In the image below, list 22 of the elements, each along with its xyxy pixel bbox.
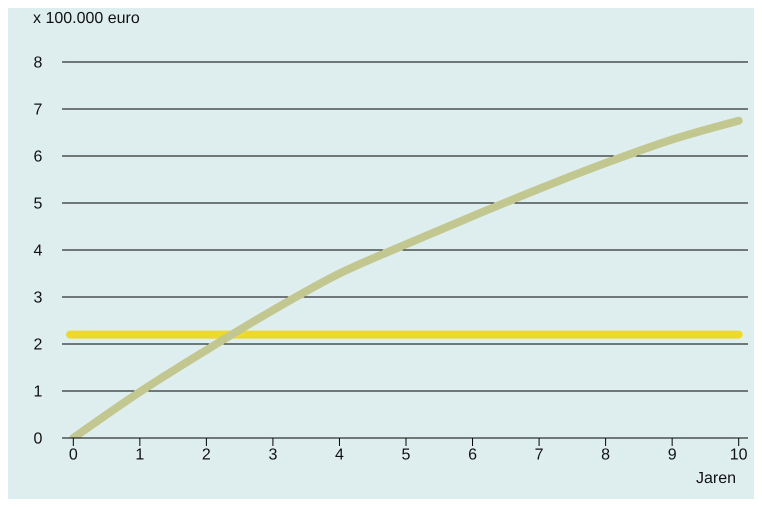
- y-tick-label: 8: [34, 54, 43, 72]
- y-tick-label: 7: [34, 102, 43, 119]
- x-axis-title: Jaren: [696, 470, 736, 488]
- x-tick-label: 0: [68, 446, 78, 464]
- y-tick-label: 0: [34, 430, 43, 448]
- y-axis-title: x 100.000 euro: [33, 10, 140, 28]
- x-tick-label: 10: [730, 446, 748, 464]
- x-tick-label: 6: [468, 446, 478, 464]
- y-tick-label: 1: [34, 384, 43, 401]
- y-tick-label: 3: [34, 290, 43, 307]
- x-tick-label: 1: [135, 446, 144, 464]
- x-tick-label: 8: [601, 446, 610, 464]
- y-tick-label: 2: [34, 336, 43, 354]
- y-tick-label: 6: [34, 148, 43, 166]
- y-tick-label: 5: [34, 196, 43, 213]
- x-tick-label: 2: [202, 446, 211, 464]
- x-tick-label: 9: [668, 446, 677, 464]
- y-tick-label: 4: [34, 242, 43, 260]
- x-tick-label: 7: [534, 446, 544, 464]
- x-tick-label: 4: [335, 446, 344, 464]
- x-tick-label: 5: [402, 446, 411, 464]
- x-tick-label: 3: [268, 446, 278, 464]
